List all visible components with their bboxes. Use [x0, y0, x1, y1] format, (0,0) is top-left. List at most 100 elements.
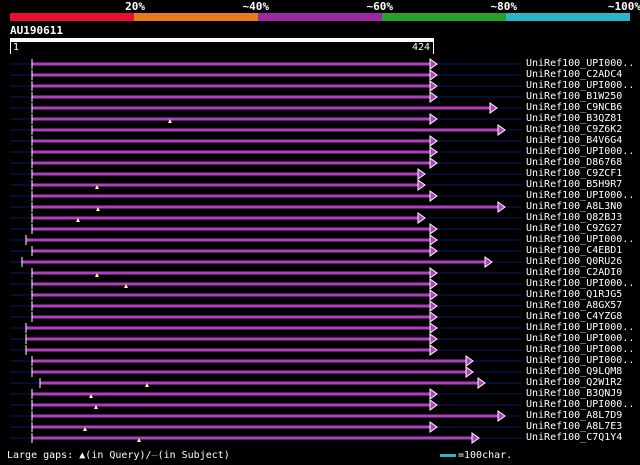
hit-name-link[interactable]: UniRef100_B4V6G4 [526, 135, 623, 146]
hit-name-link[interactable]: UniRef100_A8L7D9 [526, 410, 623, 421]
hit-row[interactable] [10, 69, 522, 81]
hit-end-arrow [417, 212, 426, 224]
hit-row[interactable] [10, 267, 522, 279]
hit-name-link[interactable]: UniRef100_Q0RU26 [526, 256, 623, 267]
legend-band-100 [506, 13, 630, 21]
query-gap-marker [89, 394, 93, 398]
hit-row[interactable] [10, 289, 522, 301]
hit-bar [26, 348, 431, 352]
hit-bar [32, 392, 431, 396]
hit-row[interactable] [10, 322, 522, 334]
hit-name-link[interactable]: UniRef100_C9Z6K2 [526, 124, 623, 135]
hit-name-link[interactable]: UniRef100_UPI000.. [526, 80, 635, 91]
hit-name-link[interactable]: UniRef100_B3QNJ9 [526, 388, 623, 399]
gap-legend: Large gaps: ▲(in Query)/—(in Subject) [7, 450, 230, 461]
hit-row[interactable] [10, 432, 522, 444]
hit-row[interactable] [10, 146, 522, 158]
hit-name-link[interactable]: UniRef100_C4YZG8 [526, 311, 623, 322]
hit-name-link[interactable]: UniRef100_C7Q1Y4 [526, 432, 623, 443]
hit-name-link[interactable]: UniRef100_B1W250 [526, 91, 623, 102]
hit-row[interactable] [10, 212, 522, 224]
hit-row[interactable] [10, 377, 522, 389]
hit-name-link[interactable]: UniRef100_D86768 [526, 157, 623, 168]
legend-label-80: ~80% [490, 0, 518, 13]
identity-legend: 20% ~40% ~60% ~80% ~100% [10, 0, 640, 22]
hit-name-link[interactable]: UniRef100_C9ZG27 [526, 223, 623, 234]
hit-end-arrow [429, 91, 438, 103]
hit-name-link[interactable]: UniRef100_B5H9R7 [526, 179, 623, 190]
query-gap-marker [145, 383, 149, 387]
hit-name-link[interactable]: UniRef100_UPI000.. [526, 355, 635, 366]
legend-band-80 [382, 13, 506, 21]
hit-name-link[interactable]: UniRef100_Q1RJG5 [526, 289, 623, 300]
hit-row[interactable] [10, 388, 522, 400]
hit-row[interactable] [10, 124, 522, 136]
hit-row[interactable] [10, 168, 522, 180]
hit-row[interactable] [10, 410, 522, 422]
hit-bar [32, 139, 431, 143]
hit-name-link[interactable]: UniRef100_UPI000.. [526, 322, 635, 333]
hit-row[interactable] [10, 58, 522, 70]
hit-name-link[interactable]: UniRef100_UPI000.. [526, 399, 635, 410]
hit-row[interactable] [10, 91, 522, 103]
hit-row[interactable] [10, 179, 522, 191]
query-name: AU190611 [10, 24, 63, 37]
hit-end-arrow [471, 432, 480, 444]
hit-name-link[interactable]: UniRef100_UPI000.. [526, 278, 635, 289]
query-ruler: 1 424 [10, 38, 434, 55]
hit-end-arrow [429, 58, 438, 70]
hit-name-link[interactable]: UniRef100_A8GX57 [526, 300, 623, 311]
hit-end-arrow [429, 146, 438, 158]
legend-band-20 [10, 13, 134, 21]
hit-name-link[interactable]: UniRef100_Q82BJ3 [526, 212, 623, 223]
hit-bar [32, 73, 431, 77]
hit-name-link[interactable]: UniRef100_C9NCB6 [526, 102, 623, 113]
hit-row[interactable] [10, 278, 522, 290]
query-gap-marker [124, 284, 128, 288]
hit-name-link[interactable]: UniRef100_UPI000.. [526, 58, 635, 69]
hit-end-arrow [429, 245, 438, 257]
query-gap-marker [94, 405, 98, 409]
hit-row[interactable] [10, 190, 522, 202]
hit-name-link[interactable]: UniRef100_B3QZ81 [526, 113, 623, 124]
hit-name-link[interactable]: UniRef100_UPI000.. [526, 190, 635, 201]
hit-name-link[interactable]: UniRef100_C4EBD1 [526, 245, 623, 256]
hit-row[interactable] [10, 421, 522, 433]
hit-name-link[interactable]: UniRef100_UPI000.. [526, 344, 635, 355]
hit-row[interactable] [10, 80, 522, 92]
hit-row[interactable] [10, 135, 522, 147]
hit-row[interactable] [10, 355, 522, 367]
hit-row[interactable] [10, 157, 522, 169]
hit-row[interactable] [10, 113, 522, 125]
hit-name-link[interactable]: UniRef100_C9ZCF1 [526, 168, 623, 179]
hit-row[interactable] [10, 256, 522, 268]
hit-name-link[interactable]: UniRef100_A8L3N0 [526, 201, 623, 212]
hit-row[interactable] [10, 399, 522, 411]
hit-row[interactable] [10, 300, 522, 312]
hit-row[interactable] [10, 234, 522, 246]
hit-bar [26, 326, 431, 330]
hit-name-link[interactable]: UniRef100_UPI000.. [526, 234, 635, 245]
hit-bar [26, 238, 431, 242]
hit-name-link[interactable]: UniRef100_UPI000.. [526, 146, 635, 157]
hit-name-link[interactable]: UniRef100_A8L7E3 [526, 421, 623, 432]
hit-name-link[interactable]: UniRef100_UPI000.. [526, 333, 635, 344]
hit-name-link[interactable]: UniRef100_Q9LQM8 [526, 366, 623, 377]
hit-row[interactable] [10, 201, 522, 213]
hit-end-arrow [497, 124, 506, 136]
hit-row[interactable] [10, 366, 522, 378]
hit-row[interactable] [10, 102, 522, 114]
hit-end-arrow [429, 289, 438, 301]
hit-name-link[interactable]: UniRef100_Q2W1R2 [526, 377, 623, 388]
hit-name-link[interactable]: UniRef100_C2ADC4 [526, 69, 623, 80]
hit-row[interactable] [10, 223, 522, 235]
hit-bar [32, 128, 499, 132]
hit-name-link[interactable]: UniRef100_C2ADI0 [526, 267, 623, 278]
hit-row[interactable] [10, 245, 522, 257]
hit-row[interactable] [10, 344, 522, 356]
ruler-start-tick [10, 42, 11, 54]
hit-end-arrow [429, 157, 438, 169]
scale-label: =100char. [458, 450, 513, 461]
hit-row[interactable] [10, 311, 522, 323]
hit-row[interactable] [10, 333, 522, 345]
